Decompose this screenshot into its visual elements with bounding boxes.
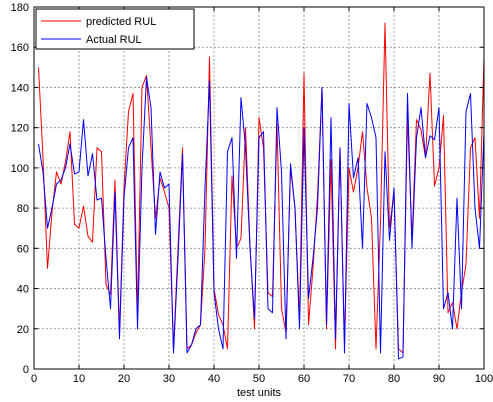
x-tick-label: 100 xyxy=(475,373,493,385)
legend-entry-label: Actual RUL xyxy=(86,34,142,46)
legend-box xyxy=(35,8,195,50)
y-tick-label: 80 xyxy=(17,203,29,215)
series-line-actual xyxy=(38,76,485,360)
y-tick-label: 40 xyxy=(17,284,29,296)
x-tick-label: 70 xyxy=(343,373,355,385)
ticks: 0 10 20 30 40 50 60 70 80 90 100 0 20 40 60 80 100 120 140… xyxy=(11,2,493,385)
x-tick-label: 40 xyxy=(208,373,220,385)
x-tick-label: 30 xyxy=(163,373,175,385)
x-tick-label: 80 xyxy=(388,373,400,385)
y-tick-label: 180 xyxy=(11,2,29,14)
y-tick-label: 60 xyxy=(17,243,29,255)
x-tick-label: 60 xyxy=(298,373,310,385)
y-tick-label: 120 xyxy=(11,123,29,135)
y-tick-label: 0 xyxy=(23,364,29,376)
y-tick-label: 160 xyxy=(11,42,29,54)
legend-entry-label: predicted RUL xyxy=(86,16,156,28)
series-layer xyxy=(38,22,485,360)
y-tick-label: 100 xyxy=(11,163,29,175)
y-tick-label: 20 xyxy=(17,324,29,336)
y-tick-label: 140 xyxy=(11,82,29,94)
x-tick-label: 0 xyxy=(31,373,37,385)
x-tick-label: 20 xyxy=(118,373,130,385)
x-tick-label: 50 xyxy=(253,373,265,385)
x-tick-label: 10 xyxy=(73,373,85,385)
legend: predicted RUL Actual RUL xyxy=(35,8,195,50)
x-tick-label: 90 xyxy=(433,373,445,385)
x-axis-label: test units xyxy=(237,387,282,399)
